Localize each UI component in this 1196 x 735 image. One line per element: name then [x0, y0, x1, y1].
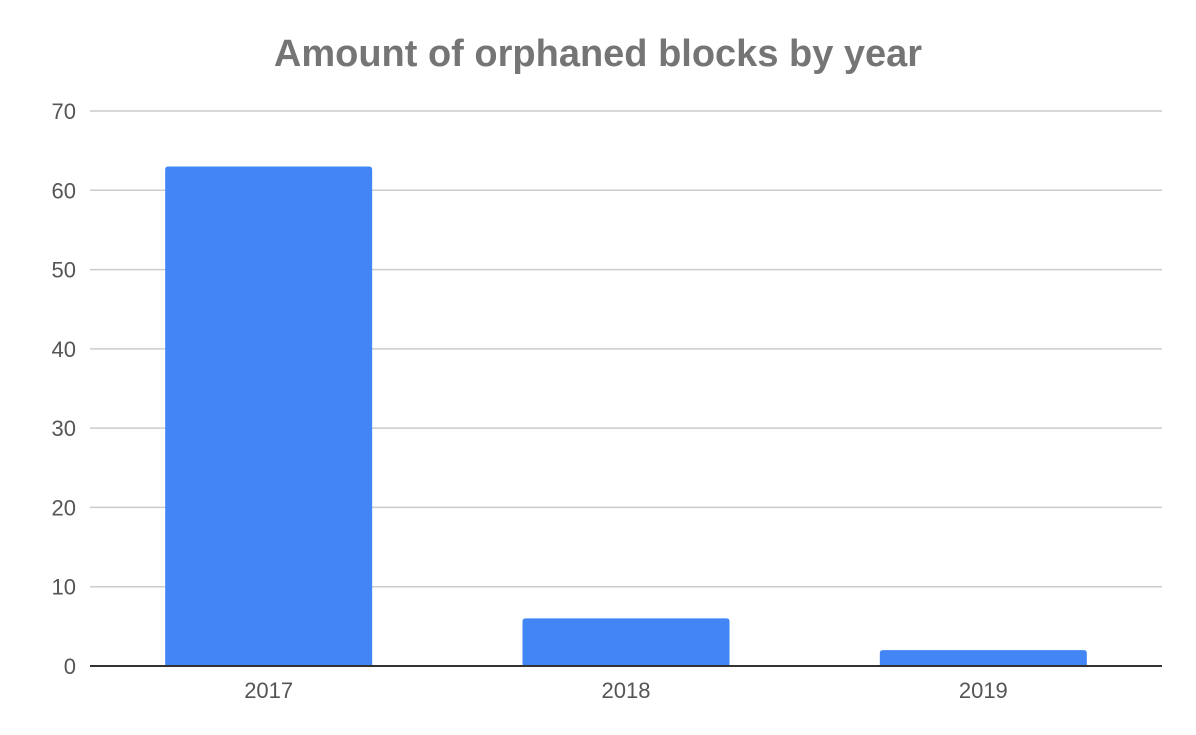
bar-2017 — [165, 166, 373, 666]
bar-2018 — [522, 618, 730, 666]
x-tick-label: 2018 — [602, 678, 651, 703]
bars — [165, 166, 1087, 666]
y-axis-ticks: 0 10 20 30 40 50 60 70 — [52, 99, 76, 679]
chart-title: Amount of orphaned blocks by year — [274, 33, 922, 75]
y-tick-label: 10 — [52, 575, 76, 600]
x-axis-ticks: 2017 2018 2019 — [244, 678, 1008, 703]
y-tick-label: 60 — [52, 178, 76, 203]
bar-2019 — [879, 650, 1087, 666]
y-tick-label: 40 — [52, 337, 76, 362]
y-tick-label: 30 — [52, 416, 76, 441]
x-tick-label: 2017 — [244, 678, 293, 703]
x-tick-label: 2019 — [959, 678, 1008, 703]
y-tick-label: 0 — [64, 654, 76, 679]
y-tick-label: 50 — [52, 258, 76, 283]
y-tick-label: 70 — [52, 99, 76, 124]
y-tick-label: 20 — [52, 495, 76, 520]
